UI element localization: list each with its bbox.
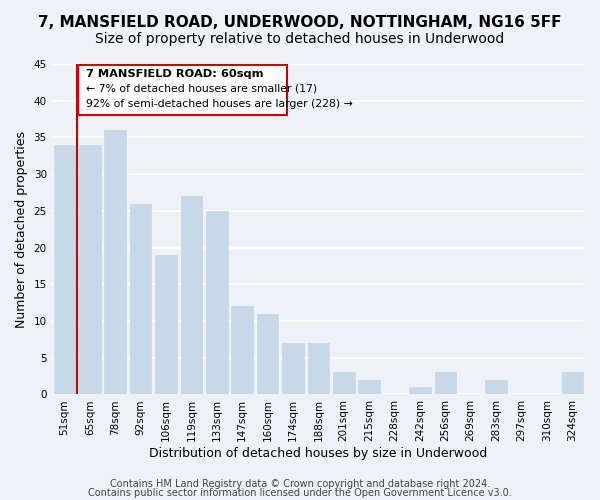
X-axis label: Distribution of detached houses by size in Underwood: Distribution of detached houses by size … [149, 447, 487, 460]
Bar [104, 130, 126, 394]
Text: 92% of semi-detached houses are larger (228) →: 92% of semi-detached houses are larger (… [86, 98, 353, 108]
Y-axis label: Number of detached properties: Number of detached properties [15, 130, 28, 328]
Bar [282, 343, 304, 394]
Bar [79, 66, 287, 116]
Text: 7 MANSFIELD ROAD: 60sqm: 7 MANSFIELD ROAD: 60sqm [86, 69, 263, 79]
Text: ← 7% of detached houses are smaller (17): ← 7% of detached houses are smaller (17) [86, 84, 317, 94]
Bar [130, 204, 151, 394]
Bar [257, 314, 278, 394]
Text: 7, MANSFIELD ROAD, UNDERWOOD, NOTTINGHAM, NG16 5FF: 7, MANSFIELD ROAD, UNDERWOOD, NOTTINGHAM… [38, 15, 562, 30]
Text: Contains HM Land Registry data © Crown copyright and database right 2024.: Contains HM Land Registry data © Crown c… [110, 479, 490, 489]
Bar [308, 343, 329, 394]
Text: Contains public sector information licensed under the Open Government Licence v3: Contains public sector information licen… [88, 488, 512, 498]
Bar [155, 255, 177, 394]
Bar [485, 380, 507, 394]
Bar [206, 211, 227, 394]
Text: Size of property relative to detached houses in Underwood: Size of property relative to detached ho… [95, 32, 505, 46]
Bar [79, 145, 101, 394]
Bar [333, 372, 355, 394]
Bar [434, 372, 456, 394]
Bar [232, 306, 253, 394]
Bar [409, 387, 431, 394]
Bar [53, 145, 75, 394]
Bar [358, 380, 380, 394]
Bar [562, 372, 583, 394]
Bar [181, 196, 202, 394]
